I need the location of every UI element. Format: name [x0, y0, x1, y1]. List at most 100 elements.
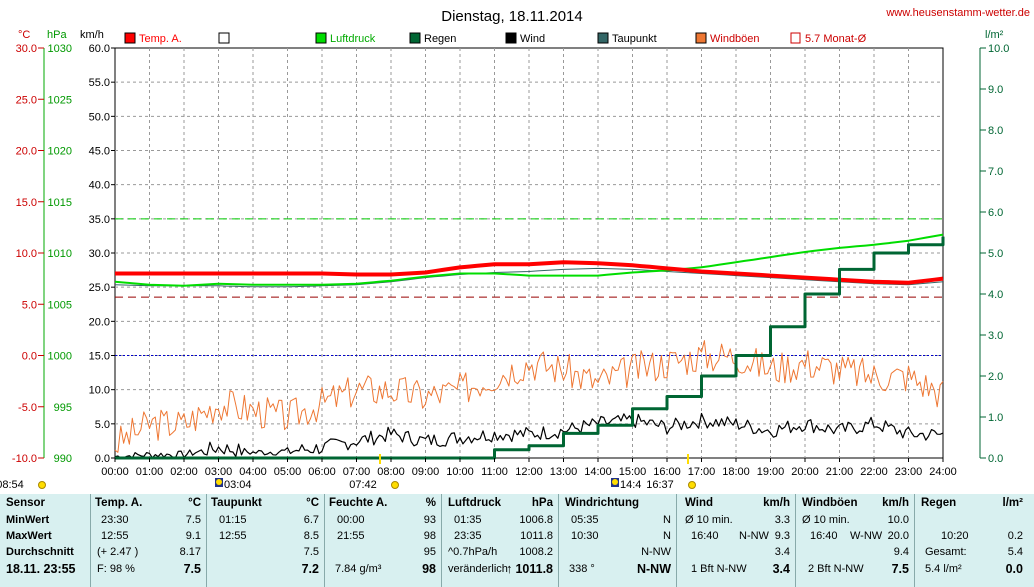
website-link[interactable]: www.heusenstamm-wetter.de: [885, 7, 1030, 19]
regen-min-time: 10:20: [941, 530, 969, 542]
luftdruck-min-time: 01:35: [454, 514, 482, 526]
legend-swatch-windboeen: [695, 32, 707, 44]
wind-now: 3.4: [772, 562, 790, 576]
hpa-tick-label: 1000: [48, 351, 72, 363]
windboeen-max-time: 16:40: [810, 530, 838, 542]
legend-swatch-taupunkt: [597, 32, 609, 44]
regen-unit: l/m²: [1002, 497, 1023, 509]
windrichtung-now: N-NW: [636, 562, 671, 576]
unit-lm2: l/m²: [985, 29, 1004, 41]
feuchte-now-note: 7.84 g/m³: [335, 563, 382, 575]
sun-icon: [391, 481, 399, 489]
temp-max: 9.1: [185, 530, 201, 542]
windrichtung-max-time: 10:30: [571, 530, 599, 542]
legend-label-windboeen: Windböen: [710, 33, 760, 45]
taupunkt-min: 6.7: [303, 514, 319, 526]
sun-moon-markers: 08:54 03:04 07:42 14:4 16:37: [0, 454, 696, 491]
x-tick-label: 05:00: [274, 466, 302, 478]
lm2-tick-label: 2.0: [988, 371, 1003, 383]
label-date: 18.11. 23:55: [6, 562, 76, 576]
stats-col-windboeen: Windböen km/h Ø 10 min. 10.0 16:40 W-NW …: [795, 494, 915, 587]
x-tick-label: 09:00: [412, 466, 440, 478]
taupunkt-unit: °C: [306, 497, 319, 509]
kmh-tick-label: 55.0: [89, 77, 110, 89]
legend-swatch-empty: [218, 32, 230, 44]
luftdruck-header: Luftdruck: [448, 497, 502, 509]
luftdruck-unit: hPa: [531, 497, 553, 509]
legend-label-temp: Temp. A.: [139, 33, 182, 45]
hpa-tick-label: 1030: [48, 43, 72, 55]
celsius-tick-label: 5.0: [22, 299, 37, 311]
temp-now: 7.5: [183, 562, 201, 576]
legend-label-wind: Wind: [520, 33, 545, 45]
legend-label-taupunkt: Taupunkt: [612, 33, 657, 45]
series-taupunkt: [114, 267, 944, 288]
statistics-panel: Sensor MinWert MaxWert Durchschnitt 18.1…: [0, 494, 1034, 587]
celsius-tick-label: 25.0: [16, 94, 37, 106]
temp-min: 7.5: [185, 514, 201, 526]
x-tick-label: 06:00: [308, 466, 336, 478]
feuchte-max: 98: [423, 530, 436, 542]
stats-col-luftdruck: Luftdruck hPa 01:35 1006.8 23:35 1011.8 …: [441, 494, 559, 587]
unit-celsius: °C: [18, 29, 30, 41]
windrichtung-max: N: [663, 530, 671, 542]
feuchte-avg: 95: [423, 546, 436, 558]
x-tick-label: 22:00: [860, 466, 888, 478]
wind-max-time: 16:40: [691, 530, 719, 542]
regen-total-label: Gesamt:: [925, 546, 967, 558]
temp-header: Temp. A.: [95, 497, 143, 509]
hpa-tick-label: 1005: [48, 299, 72, 311]
lm2-tick-label: 6.0: [988, 207, 1003, 219]
moon-icon-disc: [216, 479, 222, 485]
windrichtung-header: Windrichtung: [565, 497, 639, 509]
feuchte-header: Feuchte A.: [329, 497, 388, 509]
celsius-tick-label: 20.0: [16, 146, 37, 158]
legend-swatch-temp: [124, 32, 136, 44]
stats-col-regen: Regen l/m² 10:20 0.2 Gesamt: 5.4 5.4 l/m…: [914, 494, 1034, 587]
kmh-tick-label: 30.0: [89, 248, 110, 260]
wind-now-note: 1 Bft N-NW: [691, 563, 747, 575]
wind-min-label: Ø 10 min.: [685, 514, 733, 526]
x-tick-label: 18:00: [722, 466, 750, 478]
x-tick-label: 02:00: [170, 466, 198, 478]
wind-unit: km/h: [763, 497, 790, 509]
series-lines: [114, 233, 945, 460]
hpa-tick-label: 1020: [48, 146, 72, 158]
regen-header: Regen: [921, 497, 957, 509]
x-tick-label: 23:00: [895, 466, 923, 478]
luftdruck-now: 1011.8: [515, 562, 553, 576]
luftdruck-min: 1006.8: [519, 514, 553, 526]
sun-icon: [38, 481, 46, 489]
wind-header: Wind: [685, 497, 713, 509]
windboeen-header: Windböen: [802, 497, 858, 509]
legend-swatch-wind: [505, 32, 517, 44]
hpa-tick-label: 990: [54, 453, 72, 465]
windboeen-min-label: Ø 10 min.: [802, 514, 850, 526]
legend-label-luftdruck: Luftdruck: [330, 33, 376, 45]
kmh-tick-label: 35.0: [89, 214, 110, 226]
x-tick-label: 20:00: [791, 466, 819, 478]
temp-avg-note: (+ 2.47 ): [97, 546, 139, 558]
series-temp-a-: [115, 260, 944, 285]
taupunkt-max-time: 12:55: [219, 530, 247, 542]
label-max: MaxWert: [6, 530, 52, 542]
series-regen: [115, 236, 945, 460]
hpa-tick-label: 1025: [48, 94, 72, 106]
stats-col-taupunkt: Taupunkt °C 01:15 6.7 12:55 8.5 7.5 7.2: [206, 494, 325, 587]
stats-col-temp: Temp. A. °C 23:30 7.5 12:55 9.1 (+ 2.47 …: [90, 494, 207, 587]
taupunkt-min-time: 01:15: [219, 514, 247, 526]
luftdruck-max-time: 23:35: [454, 530, 482, 542]
celsius-tick-label: 30.0: [16, 43, 37, 55]
luftdruck-now-note: veränderlich: [448, 563, 508, 575]
regen-now-note: 5.4 l/m²: [925, 563, 962, 575]
temp-avg: 8.17: [179, 546, 201, 558]
wind-avg: 3.4: [774, 546, 790, 558]
windrichtung-avg: N-NW: [641, 546, 671, 558]
celsius-tick-label: 15.0: [16, 197, 37, 209]
kmh-tick-label: 0.0: [95, 453, 110, 465]
lm2-tick-label: 9.0: [988, 84, 1003, 96]
hpa-tick-label: 995: [54, 402, 72, 414]
regen-now: 0.0: [1005, 562, 1023, 576]
taupunkt-max: 8.5: [303, 530, 319, 542]
taupunkt-header: Taupunkt: [211, 497, 262, 509]
